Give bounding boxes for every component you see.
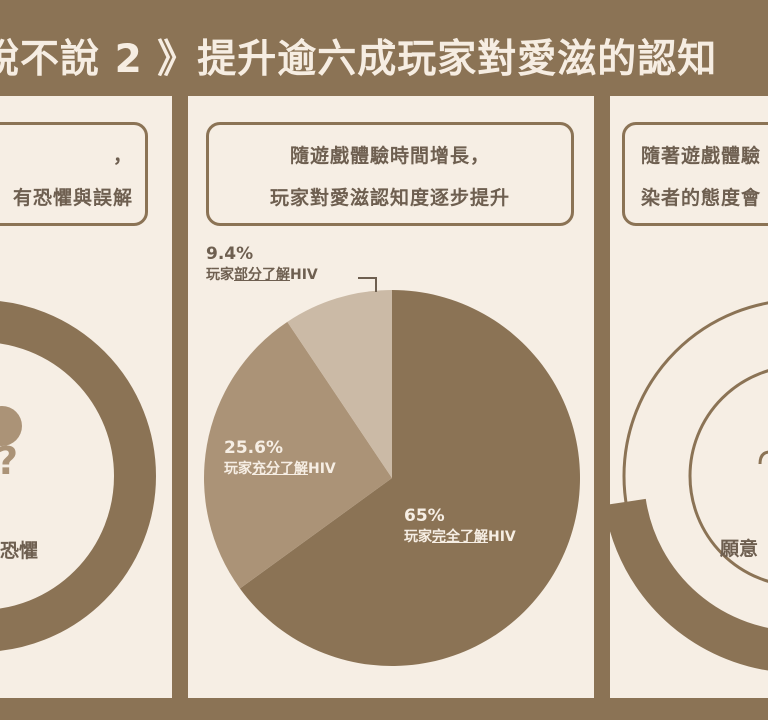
slice-key-complete: 完全了解 <box>432 529 488 545</box>
bubble-left-line2: 有恐懼與誤解 <box>12 187 133 209</box>
leader-line <box>358 277 377 292</box>
slice-prefix-sufficient: 玩家 <box>224 461 252 477</box>
speech-bubble-center: 隨遊戲體驗時間增長， 玩家對愛滋認知度逐步提升 <box>206 122 574 226</box>
slice-suffix-sufficient: HIV <box>308 461 336 477</box>
fear-ring-chart: ? <box>0 301 156 651</box>
panel-fear: ， 有恐懼與誤解 ? 恐懼 <box>0 96 172 698</box>
slice-prefix-partial: 玩家 <box>206 267 234 283</box>
slice-suffix-complete: HIV <box>488 529 516 545</box>
slice-pct-sufficient: 25.6% <box>224 438 283 458</box>
pie-slice-sufficient <box>204 321 392 589</box>
willingness-ring-chart <box>610 301 768 671</box>
panel-willingness: 隨著遊戲體驗 染者的態度會 願意 <box>610 96 768 698</box>
panel-awareness: 隨遊戲體驗時間增長， 玩家對愛滋認知度逐步提升 65% 玩家完全了解HIV 25… <box>188 96 594 698</box>
pie-slice-complete <box>239 290 581 666</box>
bubble-center-line2: 玩家對愛滋認知度逐步提升 <box>269 187 510 209</box>
ring-label-fear: 恐懼 <box>0 540 39 562</box>
ring-label-willing: 願意 <box>720 538 759 560</box>
bubble-left-line1: ， <box>112 145 133 167</box>
willingness-arc <box>610 498 768 671</box>
fear-ring <box>0 301 156 651</box>
bubble-right-line1: 隨著遊戲體驗 <box>641 145 762 167</box>
slice-key-partial: 部分了解 <box>234 267 290 283</box>
slice-label-sufficient: 25.6% 玩家充分了解HIV <box>224 438 336 478</box>
speech-bubble-right: 隨著遊戲體驗 染者的態度會 <box>622 122 768 226</box>
awareness-pie-chart <box>204 290 581 666</box>
speech-bubble-left: ， 有恐懼與誤解 <box>0 122 148 226</box>
slice-pct-complete: 65% <box>404 506 445 526</box>
heart-icon <box>758 450 768 465</box>
page-title-text: 說不說 2 》提升逾六成玩家對愛滋的認知 <box>0 37 718 82</box>
question-mark-icon: ? <box>0 406 22 483</box>
slice-prefix-complete: 玩家 <box>404 529 432 545</box>
inner-ring <box>688 369 768 583</box>
page-title: 說不說 2 》提升逾六成玩家對愛滋的認知 <box>0 0 768 96</box>
slice-label-partial: 9.4% 玩家部分了解HIV <box>206 244 318 284</box>
pie-slice-partial <box>287 290 392 478</box>
svg-text:?: ? <box>0 439 18 483</box>
outer-ring <box>622 301 768 651</box>
bubble-right-line2: 染者的態度會 <box>641 187 762 209</box>
slice-label-complete: 65% 玩家完全了解HIV <box>404 506 516 546</box>
slice-suffix-partial: HIV <box>290 267 318 283</box>
slice-key-sufficient: 充分了解 <box>252 461 308 477</box>
bubble-center-line1: 隨遊戲體驗時間增長， <box>289 145 490 167</box>
slice-pct-partial: 9.4% <box>206 244 254 264</box>
